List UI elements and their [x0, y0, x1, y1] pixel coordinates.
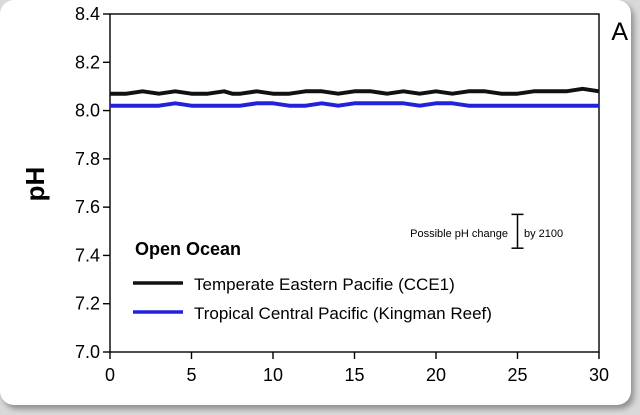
y-axis-label: pH [20, 167, 50, 202]
x-tick-label: 30 [589, 365, 609, 385]
y-tick-label: 8.2 [75, 52, 100, 72]
panel-label: A [611, 18, 628, 46]
y-tick-label: 7.0 [75, 342, 100, 362]
axes-group [109, 13, 600, 353]
y-tick-label: 8.0 [75, 101, 100, 121]
legend-label-cce1: Temperate Eastern Pacifie (CCE1) [194, 275, 455, 294]
x-tick-label: 20 [426, 365, 446, 385]
chart-frame [0, 0, 631, 405]
y-tick-label: 7.6 [75, 197, 100, 217]
series-lines-group [110, 86, 600, 108]
y-tick-label: 7.8 [75, 149, 100, 169]
annotation-right-text: by 2100 [524, 228, 563, 240]
x-tick-label: 15 [344, 365, 364, 385]
ticks-group: 0 5 10 15 20 25 30 7.0 7.2 7.4 7.6 7.8 8.0 8.2 8.4 [75, 4, 609, 385]
series-line-0 [110, 86, 600, 96]
legend: Open Ocean Temperate Eastern Pacifie (CC… [133, 239, 492, 323]
annotation-left-text: Possible pH change [410, 228, 508, 240]
ph-change-annotation: Possible pH change by 2100 [410, 213, 563, 249]
y-tick-label: 8.4 [75, 4, 100, 24]
y-tick-label: 7.4 [75, 245, 100, 265]
x-tick-label: 25 [507, 365, 527, 385]
legend-title: Open Ocean [135, 239, 241, 259]
x-tick-label: 10 [263, 365, 283, 385]
series-line-1 [110, 101, 599, 108]
x-tick-label: 5 [186, 365, 196, 385]
legend-label-kingman: Tropical Central Pacific (Kingman Reef) [194, 304, 492, 323]
x-tick-label: 0 [105, 365, 115, 385]
y-tick-label: 7.2 [75, 294, 100, 314]
plot-area-frame [109, 13, 600, 353]
